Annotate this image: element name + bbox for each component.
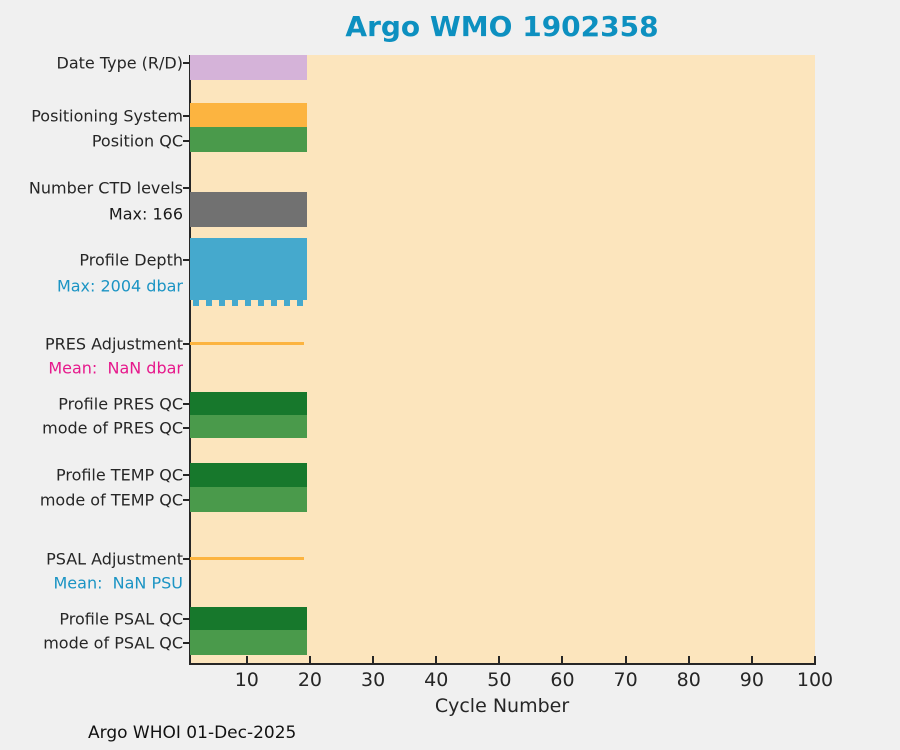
y-tick-mark <box>183 558 190 560</box>
y-tick-mark <box>183 642 190 644</box>
y-tick-mark <box>183 62 190 64</box>
row-bar <box>190 55 307 80</box>
row-label: Profile PRES QC <box>58 394 183 414</box>
x-tick-label: 40 <box>424 669 449 691</box>
y-tick-mark <box>183 115 190 117</box>
x-tick-mark <box>687 656 690 663</box>
x-tick-label: 60 <box>550 669 575 691</box>
y-tick-mark <box>183 474 190 476</box>
y-tick-mark <box>183 187 190 189</box>
row-label: PRES Adjustment <box>45 334 183 354</box>
x-tick-mark <box>245 656 248 663</box>
row-bar <box>190 415 307 438</box>
row-annotation: Mean: NaN PSU <box>53 573 184 593</box>
row-label: Profile PSAL QC <box>59 609 183 629</box>
row-label: Position QC <box>91 131 183 151</box>
x-tick-label: 100 <box>796 669 834 691</box>
y-tick-mark <box>183 427 190 429</box>
x-tick-mark <box>561 656 564 663</box>
row-bar <box>190 392 307 415</box>
row-annotation: Max: 166 <box>108 204 183 224</box>
row-bar <box>190 487 307 512</box>
x-tick-label: 30 <box>360 669 386 691</box>
y-tick-mark <box>183 140 190 142</box>
figure-footer: Argo WHOI 01-Dec-2025 <box>88 723 297 743</box>
row-label: mode of TEMP QC <box>39 490 183 510</box>
y-tick-mark <box>183 259 190 261</box>
plot-area <box>190 55 815 663</box>
x-tick-label: 50 <box>487 669 512 691</box>
row-label: PSAL Adjustment <box>46 549 183 569</box>
row-bar <box>190 463 307 487</box>
row-line <box>190 342 304 345</box>
row-bar <box>190 238 307 300</box>
y-tick-mark <box>183 618 190 620</box>
x-tick-mark <box>308 656 311 663</box>
x-axis-title: Cycle Number <box>434 695 570 717</box>
x-tick-label: 80 <box>676 669 701 691</box>
row-label: Number CTD levels <box>28 178 183 198</box>
x-tick-mark <box>498 656 501 663</box>
row-label: Profile TEMP QC <box>55 465 183 485</box>
row-bar <box>190 127 307 152</box>
x-tick-mark <box>750 656 753 663</box>
row-annotation: Mean: NaN dbar <box>48 358 183 378</box>
x-tick-label: 10 <box>234 669 259 691</box>
y-tick-mark <box>183 403 190 405</box>
x-tick-label: 70 <box>613 669 638 691</box>
row-line <box>190 557 304 560</box>
x-tick-label: 20 <box>297 669 323 691</box>
x-tick-mark <box>814 656 816 663</box>
chart-title: Argo WMO 1902358 <box>345 10 659 43</box>
row-bar-jagged-edge <box>190 300 307 306</box>
x-tick-label: 90 <box>739 669 764 691</box>
row-label: Positioning System <box>31 106 183 126</box>
y-tick-mark <box>183 499 190 501</box>
row-annotation: Max: 2004 dbar <box>56 276 183 296</box>
row-label: Date Type (R/D) <box>56 53 183 73</box>
row-bar <box>190 192 307 227</box>
x-tick-mark <box>435 656 438 663</box>
x-tick-mark <box>624 656 627 663</box>
row-label: mode of PSAL QC <box>43 633 183 653</box>
x-axis-line <box>189 663 816 665</box>
row-bar <box>190 630 307 655</box>
row-bar <box>190 103 307 127</box>
y-axis-line <box>189 55 191 665</box>
x-tick-mark <box>372 656 375 663</box>
row-label: mode of PRES QC <box>42 418 183 438</box>
row-bar <box>190 607 307 630</box>
row-label: Profile Depth <box>79 250 183 270</box>
y-tick-mark <box>183 343 190 345</box>
